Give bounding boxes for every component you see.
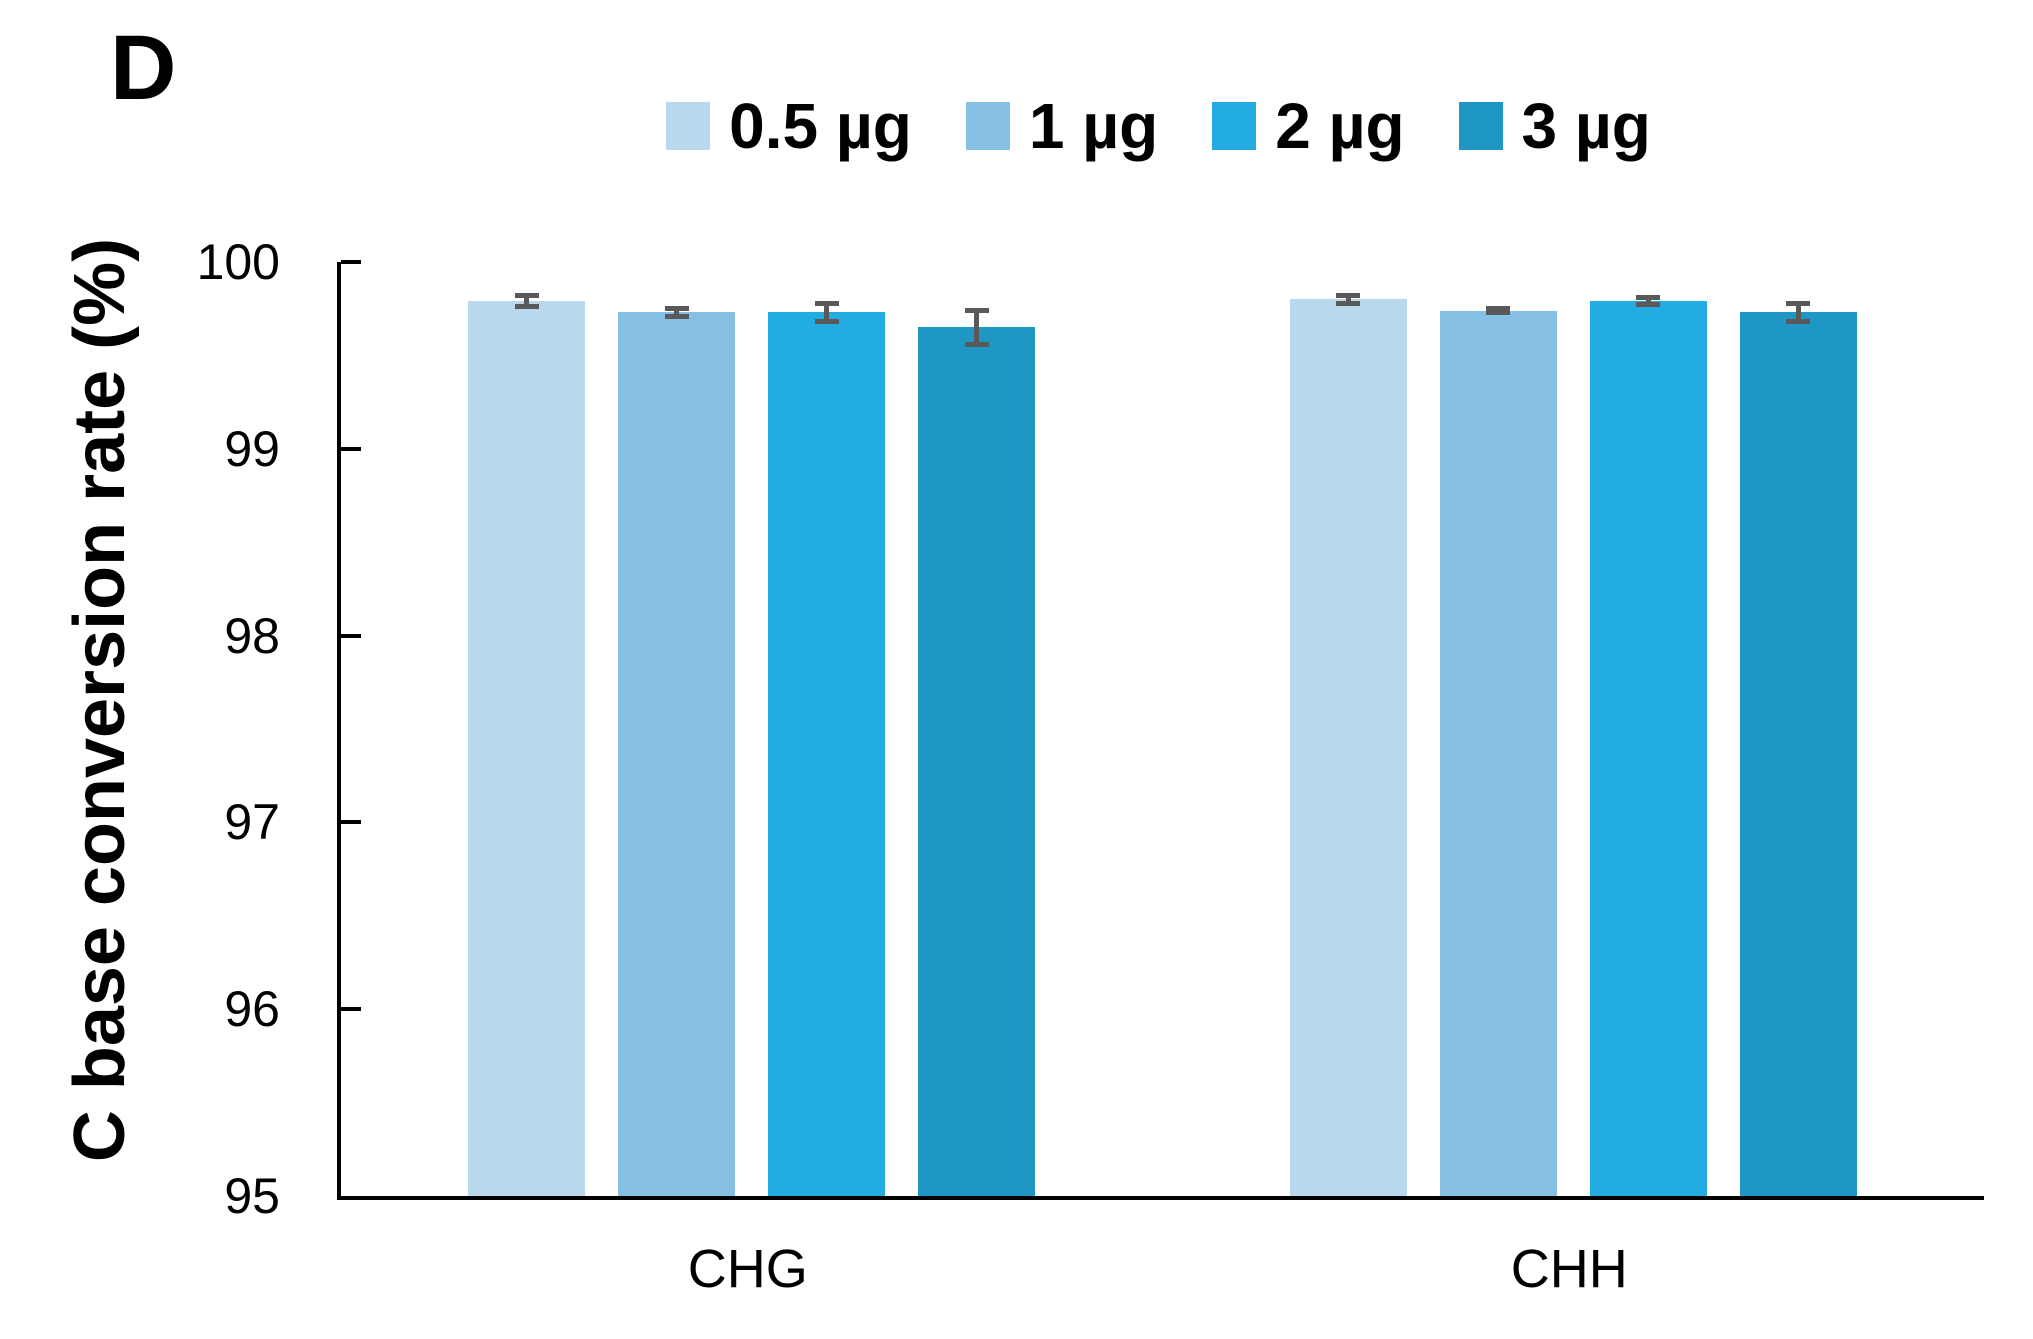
legend-swatch xyxy=(965,102,1010,150)
legend-swatch xyxy=(666,102,711,150)
legend-item: 3 µg xyxy=(1458,90,1651,162)
legend-label: 1 µg xyxy=(1028,90,1159,162)
y-tick-label: 98 xyxy=(224,607,280,664)
panel-label: D xyxy=(110,17,177,119)
x-category-label: CHH xyxy=(1510,1239,1628,1299)
error-bar-cap xyxy=(664,313,689,319)
error-bar-cap xyxy=(1336,300,1361,306)
error-bar-line xyxy=(674,308,680,317)
error-bar-line xyxy=(824,303,830,322)
bar xyxy=(468,301,586,1196)
legend-item: 2 µg xyxy=(1212,90,1405,162)
legend-item: 0.5 µg xyxy=(666,94,912,158)
y-tick-mark xyxy=(341,820,361,825)
bar xyxy=(1289,299,1407,1196)
error-bar-cap xyxy=(814,319,839,325)
bar xyxy=(1739,312,1857,1196)
y-tick-label: 96 xyxy=(224,981,280,1038)
plot-area xyxy=(337,260,1984,1200)
bar xyxy=(1589,301,1707,1196)
y-tick-label: 95 xyxy=(224,1168,280,1224)
legend: 0.5 µg 1 µg 2 µg 3 µg xyxy=(337,94,1980,158)
error-bar-cap xyxy=(1786,319,1811,325)
legend-item: 1 µg xyxy=(965,90,1159,162)
y-tick-mark xyxy=(341,1007,361,1012)
legend-label: 0.5 µg xyxy=(729,90,912,162)
error-bar-cap xyxy=(964,308,989,314)
y-tick-mark xyxy=(341,260,361,264)
bar xyxy=(618,312,736,1196)
error-bar-line xyxy=(1645,297,1651,305)
x-category-label: CHG xyxy=(687,1239,808,1299)
y-tick-mark xyxy=(341,446,361,451)
bar xyxy=(918,327,1036,1196)
error-bar-cap xyxy=(814,300,839,306)
error-bar-cap xyxy=(1486,306,1511,312)
legend-label: 3 µg xyxy=(1521,90,1651,162)
error-bar-cap xyxy=(514,293,539,299)
error-bar-cap xyxy=(1636,302,1661,308)
error-bar-cap xyxy=(1636,294,1661,300)
legend-swatch xyxy=(1212,102,1257,150)
error-bar-line xyxy=(1345,295,1351,304)
error-bar-cap xyxy=(964,341,989,347)
error-bar-cap xyxy=(664,306,689,312)
y-tick-label: 99 xyxy=(224,420,280,477)
error-bar-line xyxy=(1795,303,1801,322)
error-bar-cap xyxy=(1486,309,1511,315)
legend-label: 2 µg xyxy=(1275,90,1405,162)
y-tick-label: 100 xyxy=(196,234,280,290)
error-bar-cap xyxy=(1336,293,1361,299)
bar xyxy=(768,312,886,1196)
error-bar-line xyxy=(974,310,980,345)
error-bar-line xyxy=(524,295,530,307)
legend-swatch xyxy=(1458,102,1503,150)
y-tick-mark xyxy=(341,633,361,638)
error-bar-cap xyxy=(514,304,539,310)
error-bar-cap xyxy=(1786,300,1811,306)
bar xyxy=(1439,310,1557,1196)
y-tick-label: 97 xyxy=(224,794,280,851)
